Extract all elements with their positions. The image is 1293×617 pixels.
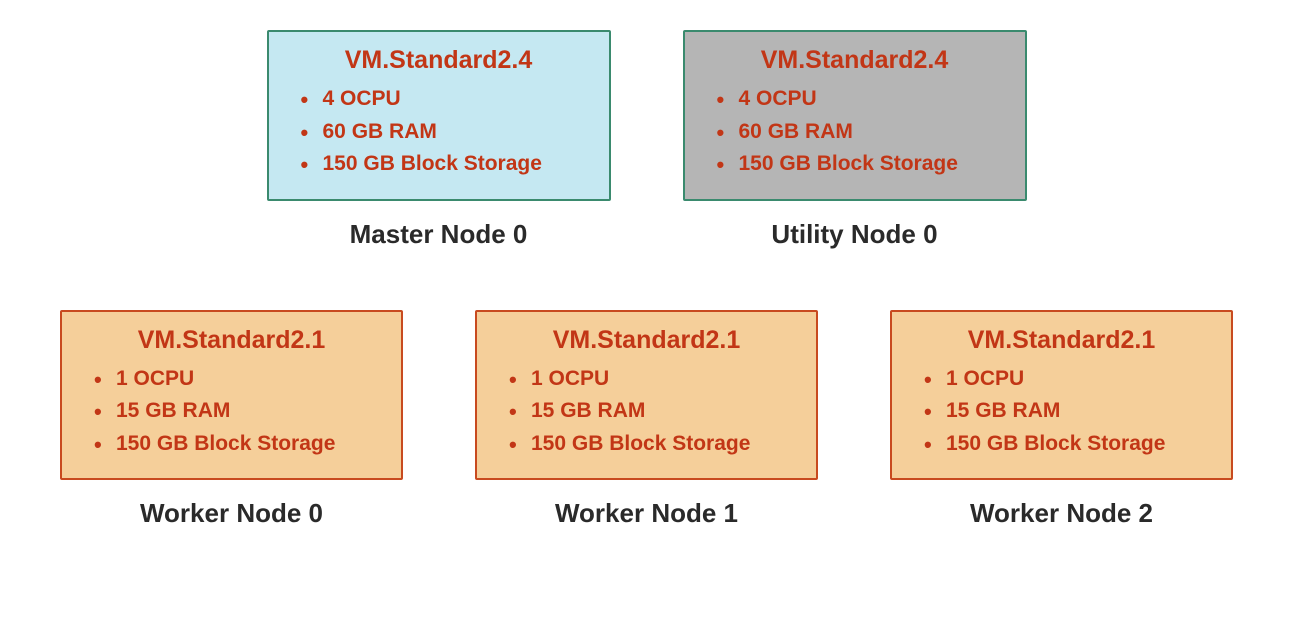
spec-item: 15 GB RAM <box>924 395 1211 428</box>
master-node-title: VM.Standard2.4 <box>289 46 589 75</box>
worker-node-0-label: Worker Node 0 <box>60 498 403 529</box>
utility-node-card: VM.Standard2.4 4 OCPU 60 GB RAM 150 GB B… <box>683 30 1027 201</box>
worker-node-1-title: VM.Standard2.1 <box>497 326 796 355</box>
spec-item: 150 GB Block Storage <box>301 148 589 181</box>
worker-node-2-block: VM.Standard2.1 1 OCPU 15 GB RAM 150 GB B… <box>890 310 1233 530</box>
worker-node-2-label: Worker Node 2 <box>890 498 1233 529</box>
bottom-row: VM.Standard2.1 1 OCPU 15 GB RAM 150 GB B… <box>60 310 1233 530</box>
worker-node-1-label: Worker Node 1 <box>475 498 818 529</box>
top-row: VM.Standard2.4 4 OCPU 60 GB RAM 150 GB B… <box>60 30 1233 250</box>
spec-item: 1 OCPU <box>509 363 796 396</box>
spec-item: 1 OCPU <box>924 363 1211 396</box>
utility-node-specs: 4 OCPU 60 GB RAM 150 GB Block Storage <box>705 83 1005 181</box>
spec-item: 15 GB RAM <box>94 395 381 428</box>
spec-item: 15 GB RAM <box>509 395 796 428</box>
spec-item: 4 OCPU <box>301 83 589 116</box>
master-node-label: Master Node 0 <box>267 219 611 250</box>
worker-node-2-specs: 1 OCPU 15 GB RAM 150 GB Block Storage <box>912 363 1211 461</box>
spec-item: 150 GB Block Storage <box>717 148 1005 181</box>
spec-item: 150 GB Block Storage <box>924 428 1211 461</box>
master-node-block: VM.Standard2.4 4 OCPU 60 GB RAM 150 GB B… <box>267 30 611 250</box>
spec-item: 150 GB Block Storage <box>509 428 796 461</box>
worker-node-1-specs: 1 OCPU 15 GB RAM 150 GB Block Storage <box>497 363 796 461</box>
utility-node-title: VM.Standard2.4 <box>705 46 1005 75</box>
worker-node-0-specs: 1 OCPU 15 GB RAM 150 GB Block Storage <box>82 363 381 461</box>
master-node-specs: 4 OCPU 60 GB RAM 150 GB Block Storage <box>289 83 589 181</box>
spec-item: 60 GB RAM <box>717 116 1005 149</box>
spec-item: 150 GB Block Storage <box>94 428 381 461</box>
master-node-card: VM.Standard2.4 4 OCPU 60 GB RAM 150 GB B… <box>267 30 611 201</box>
utility-node-block: VM.Standard2.4 4 OCPU 60 GB RAM 150 GB B… <box>683 30 1027 250</box>
worker-node-0-block: VM.Standard2.1 1 OCPU 15 GB RAM 150 GB B… <box>60 310 403 530</box>
worker-node-2-title: VM.Standard2.1 <box>912 326 1211 355</box>
worker-node-0-card: VM.Standard2.1 1 OCPU 15 GB RAM 150 GB B… <box>60 310 403 481</box>
worker-node-1-card: VM.Standard2.1 1 OCPU 15 GB RAM 150 GB B… <box>475 310 818 481</box>
worker-node-0-title: VM.Standard2.1 <box>82 326 381 355</box>
worker-node-2-card: VM.Standard2.1 1 OCPU 15 GB RAM 150 GB B… <box>890 310 1233 481</box>
spec-item: 1 OCPU <box>94 363 381 396</box>
spec-item: 60 GB RAM <box>301 116 589 149</box>
spec-item: 4 OCPU <box>717 83 1005 116</box>
worker-node-1-block: VM.Standard2.1 1 OCPU 15 GB RAM 150 GB B… <box>475 310 818 530</box>
utility-node-label: Utility Node 0 <box>683 219 1027 250</box>
diagram-container: VM.Standard2.4 4 OCPU 60 GB RAM 150 GB B… <box>0 0 1293 617</box>
